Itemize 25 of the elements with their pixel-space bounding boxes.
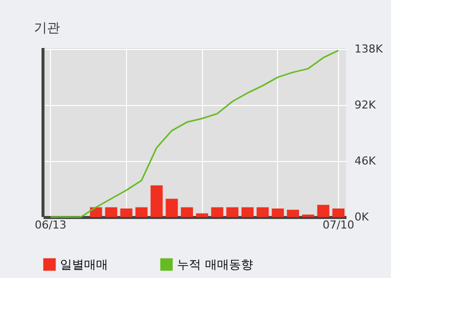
bar: [196, 213, 208, 217]
bar: [211, 207, 224, 217]
bar: [135, 207, 148, 217]
line-series: [50, 50, 340, 218]
x-tick-label: 07/10: [322, 218, 354, 232]
bar: [272, 208, 284, 217]
y-tick-label: 92K: [354, 98, 376, 112]
bar: [241, 207, 254, 217]
bar: [166, 198, 178, 217]
legend-label: 일별매매: [60, 258, 108, 272]
chart-title: 기관: [34, 21, 60, 36]
bar: [256, 207, 269, 217]
bar: [150, 185, 163, 217]
bar: [317, 204, 330, 217]
y-tick-label: 0K: [354, 210, 370, 224]
legend-label: 누적 매매동향: [177, 258, 253, 272]
bar: [332, 208, 344, 217]
bar: [120, 208, 132, 217]
x-tick-label: 06/13: [34, 218, 66, 232]
y-tick-label: 46K: [354, 154, 376, 168]
bar: [286, 210, 300, 217]
y-tick-label: 138K: [354, 42, 384, 56]
bar: [105, 207, 118, 217]
bar: [226, 207, 238, 217]
bar: [180, 207, 193, 217]
